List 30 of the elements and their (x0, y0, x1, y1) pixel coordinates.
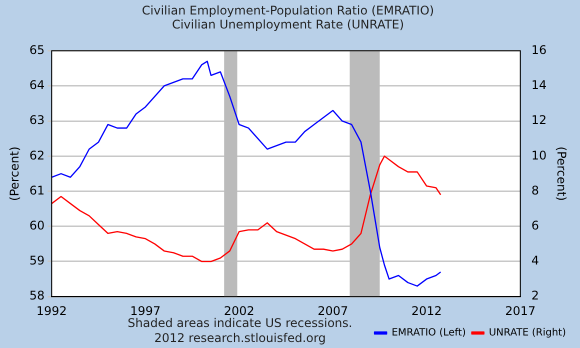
x-tick-label: 1992 (36, 304, 67, 318)
y-tick-label: 59 (29, 254, 45, 268)
y-tick-label: 58 (29, 288, 45, 303)
y2-tick-label: 4 (531, 254, 539, 268)
y-tick-label: 60 (29, 218, 45, 232)
y2-tick-label: 6 (531, 218, 539, 232)
text: Shaded areas indicate US recessions. (128, 316, 352, 330)
chart-title: Civilian Employment-Population Ratio (EMRATIO) (142, 3, 434, 18)
y-tick-label: 65 (29, 42, 45, 57)
x-tick-label: 1997 (130, 304, 161, 318)
legend-label: UNRATE (Right) (488, 328, 566, 339)
x-tick-label: 2012 (411, 304, 442, 318)
y2-tick-label: 16 (531, 42, 547, 57)
y-tick-label: 63 (29, 113, 45, 128)
chart-subtitle: Civilian Unemployment Rate (UNRATE) (172, 18, 404, 32)
text: 2012 research.stlouisfed.org (154, 331, 326, 346)
y-tick-label: 62 (29, 148, 45, 162)
y2-tick-label: 2 (531, 288, 539, 303)
x-tick-label: 2002 (224, 304, 254, 318)
y-tick-label: 61 (29, 183, 45, 198)
x-tick-label: 2007 (318, 304, 348, 318)
y-axis-title: (Percent) (7, 146, 22, 201)
y-tick-label: 64 (29, 78, 45, 92)
y2-tick-label: 14 (531, 78, 547, 92)
y2-tick-label: 8 (531, 183, 539, 198)
legend-label: EMRATIO (Left) (392, 328, 466, 339)
y2-tick-label: 10 (531, 148, 547, 162)
y2-axis-title: (Percent) (554, 146, 569, 201)
y2-tick-label: 12 (531, 113, 547, 128)
x-tick-label: 2017 (505, 304, 536, 318)
